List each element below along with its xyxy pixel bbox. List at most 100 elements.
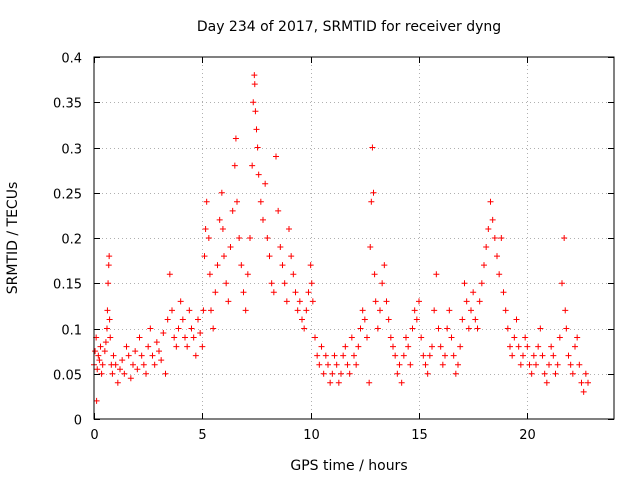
data-point <box>173 343 180 350</box>
data-point <box>370 189 377 196</box>
data-point <box>491 235 498 241</box>
data-point <box>273 153 279 160</box>
data-point <box>140 361 147 368</box>
data-point <box>322 352 329 359</box>
data-point <box>242 307 249 314</box>
data-point <box>562 307 569 314</box>
data-point <box>450 352 457 359</box>
data-point <box>455 361 461 368</box>
data-point <box>351 352 357 359</box>
data-point <box>472 316 479 323</box>
data-point <box>294 307 301 314</box>
data-point <box>385 316 392 323</box>
data-point <box>136 334 143 341</box>
data-point <box>465 325 472 332</box>
data-point <box>290 271 297 278</box>
data-point <box>156 348 162 355</box>
data-point <box>530 352 537 359</box>
data-point <box>452 370 459 377</box>
data-point <box>459 316 466 323</box>
data-point <box>331 352 338 359</box>
data-point <box>533 361 539 368</box>
data-point <box>234 198 240 205</box>
data-point <box>312 334 318 341</box>
y-tick-label: 0.15 <box>53 278 82 293</box>
data-point <box>277 244 284 251</box>
data-point <box>279 262 286 269</box>
y-tick-label: 0.4 <box>61 52 82 67</box>
data-point <box>355 343 362 350</box>
data-point <box>335 379 342 386</box>
x-tick-label: 15 <box>411 428 428 443</box>
data-point <box>468 307 474 314</box>
data-point <box>257 198 264 205</box>
data-point <box>340 352 347 359</box>
data-point <box>164 316 171 323</box>
data-point <box>262 180 269 187</box>
data-point <box>381 262 388 269</box>
data-point <box>409 325 416 332</box>
data-point <box>308 280 315 287</box>
data-point <box>366 379 373 386</box>
data-point <box>296 298 303 305</box>
data-point <box>286 225 292 232</box>
data-point <box>264 235 271 241</box>
data-point <box>437 343 444 350</box>
data-point <box>105 280 112 287</box>
data-point <box>119 357 126 364</box>
data-point <box>383 298 390 305</box>
data-point <box>195 316 201 323</box>
data-point <box>478 280 485 287</box>
data-point <box>314 352 321 359</box>
data-point <box>537 325 544 332</box>
data-point <box>299 316 305 323</box>
data-point <box>546 361 552 368</box>
data-point <box>93 397 100 404</box>
data-point <box>487 198 494 205</box>
data-point <box>320 370 327 377</box>
data-point <box>327 379 334 386</box>
data-point <box>188 325 195 332</box>
data-point <box>585 379 591 386</box>
data-point <box>377 307 383 314</box>
data-point <box>177 298 184 305</box>
data-point <box>569 370 576 377</box>
data-point <box>433 271 440 278</box>
data-point <box>461 280 468 287</box>
data-point <box>301 325 308 332</box>
data-point <box>392 352 399 359</box>
x-axis-title: GPS time / hours <box>290 458 407 474</box>
data-point <box>247 235 253 241</box>
data-point <box>231 162 238 169</box>
data-point <box>96 357 103 364</box>
data-point <box>281 280 288 287</box>
data-point <box>387 334 394 341</box>
data-point <box>97 343 104 350</box>
y-tick-label: 0 <box>74 414 82 429</box>
data-point <box>109 370 116 377</box>
data-point <box>496 271 503 278</box>
data-point <box>535 343 542 350</box>
data-point <box>357 325 364 332</box>
data-point <box>95 352 102 359</box>
data-point <box>372 298 379 305</box>
data-point <box>138 352 145 359</box>
data-point <box>411 307 418 314</box>
data-point <box>338 370 344 377</box>
data-point <box>418 334 425 341</box>
data-point <box>305 289 312 296</box>
data-point <box>307 262 314 269</box>
data-point <box>200 307 207 314</box>
data-point <box>219 225 226 232</box>
data-point <box>158 357 165 364</box>
data-point <box>117 366 123 373</box>
data-point <box>446 307 453 314</box>
data-point <box>379 280 386 287</box>
data-point <box>238 262 245 269</box>
data-point <box>396 361 403 368</box>
data-point <box>559 280 565 287</box>
data-point <box>374 325 381 332</box>
data-point <box>251 72 258 79</box>
data-point <box>175 325 182 332</box>
